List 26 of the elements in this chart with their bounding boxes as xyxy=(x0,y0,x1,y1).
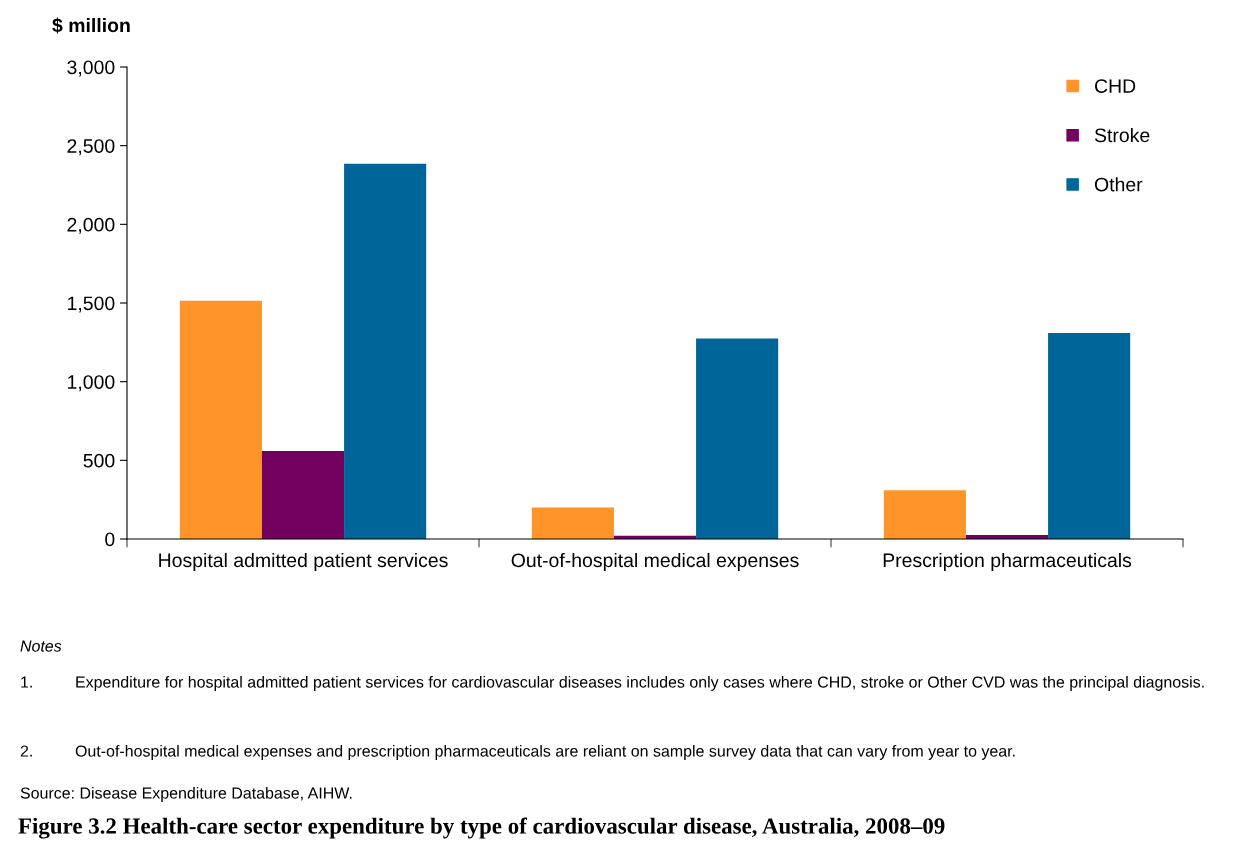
legend-label: Stroke xyxy=(1094,127,1150,143)
bar xyxy=(883,490,966,539)
y-tick-label: 1,000 xyxy=(68,375,115,392)
bar xyxy=(1048,332,1131,539)
bar xyxy=(179,300,262,539)
source-note: Source: Disease Expenditure Database, AIHW. xyxy=(20,787,352,802)
bar xyxy=(261,450,345,539)
bar xyxy=(696,338,779,539)
y-tick-label: 2,500 xyxy=(67,139,115,156)
legend-label: CHD xyxy=(1095,79,1136,93)
y-tick-label: 2,000 xyxy=(67,217,115,234)
y-tick-label: 500 xyxy=(83,453,115,468)
y-tick-label: 0 xyxy=(105,532,115,547)
text: Figure 3.2 Health-care sector expenditure by type of cardiovascular disease, Australia, 2008–09 xyxy=(18,817,945,839)
y-tick-label: 1,500 xyxy=(68,296,115,313)
y-tick-label: 3,000 xyxy=(67,60,115,77)
x-tick-label: Prescription pharmaceuticals xyxy=(883,552,1132,572)
y-axis-title: $ million xyxy=(52,17,130,34)
x-tick-label: Out-of-hospital medical expenses xyxy=(511,552,799,572)
x-tick-label: Hospital admitted patient services xyxy=(159,552,448,572)
bar xyxy=(531,507,614,539)
bar xyxy=(344,163,427,539)
text: 1. Expenditure for hospital admitted patient services for cardiovascular diseases includes only cases where CHD, stroke or Other CVD was the principal diagnosis. xyxy=(21,676,1204,691)
legend-label: Other xyxy=(1094,177,1143,192)
text: 2. Out-of-hospital medical expenses and prescription pharmaceuticals are reliant on sample survey data that can vary from year to year. xyxy=(20,745,1015,760)
text: Notes xyxy=(20,640,62,652)
